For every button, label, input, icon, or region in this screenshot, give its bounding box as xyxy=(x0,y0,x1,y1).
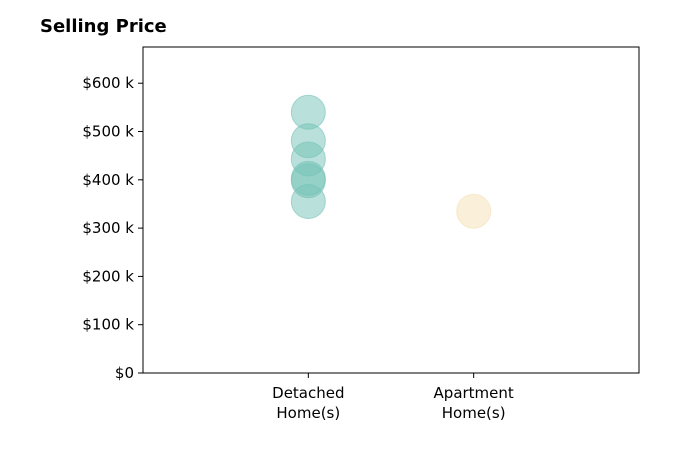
y-tick-label: $200 k xyxy=(82,267,134,285)
y-tick-label: $0 xyxy=(115,364,134,382)
plot-frame xyxy=(142,46,640,374)
x-tick-label-line: Apartment xyxy=(434,384,514,402)
x-tick-label-line: Home(s) xyxy=(442,404,506,422)
data-point xyxy=(456,193,492,229)
y-tick-label: $500 k xyxy=(82,123,134,141)
y-tick-label: $100 k xyxy=(82,316,134,334)
y-tick-label: $300 k xyxy=(82,219,134,237)
x-tick-label: Detached Home(s) xyxy=(272,384,344,422)
x-tick-label-line: Home(s) xyxy=(276,404,340,422)
y-tick-label: $600 k xyxy=(82,74,134,92)
x-tick-label: Apartment Home(s) xyxy=(434,384,514,422)
data-points xyxy=(290,94,492,229)
x-axis: Detached Home(s) Apartment Home(s) xyxy=(272,373,514,422)
y-axis: $0 $100 k $200 k $300 k $400 k $500 k $600 k xyxy=(82,74,143,382)
x-tick-label-line: Detached xyxy=(272,384,344,402)
chart-title: Selling Price xyxy=(40,16,167,37)
data-point xyxy=(290,184,326,220)
y-tick-label: $400 k xyxy=(82,171,134,189)
